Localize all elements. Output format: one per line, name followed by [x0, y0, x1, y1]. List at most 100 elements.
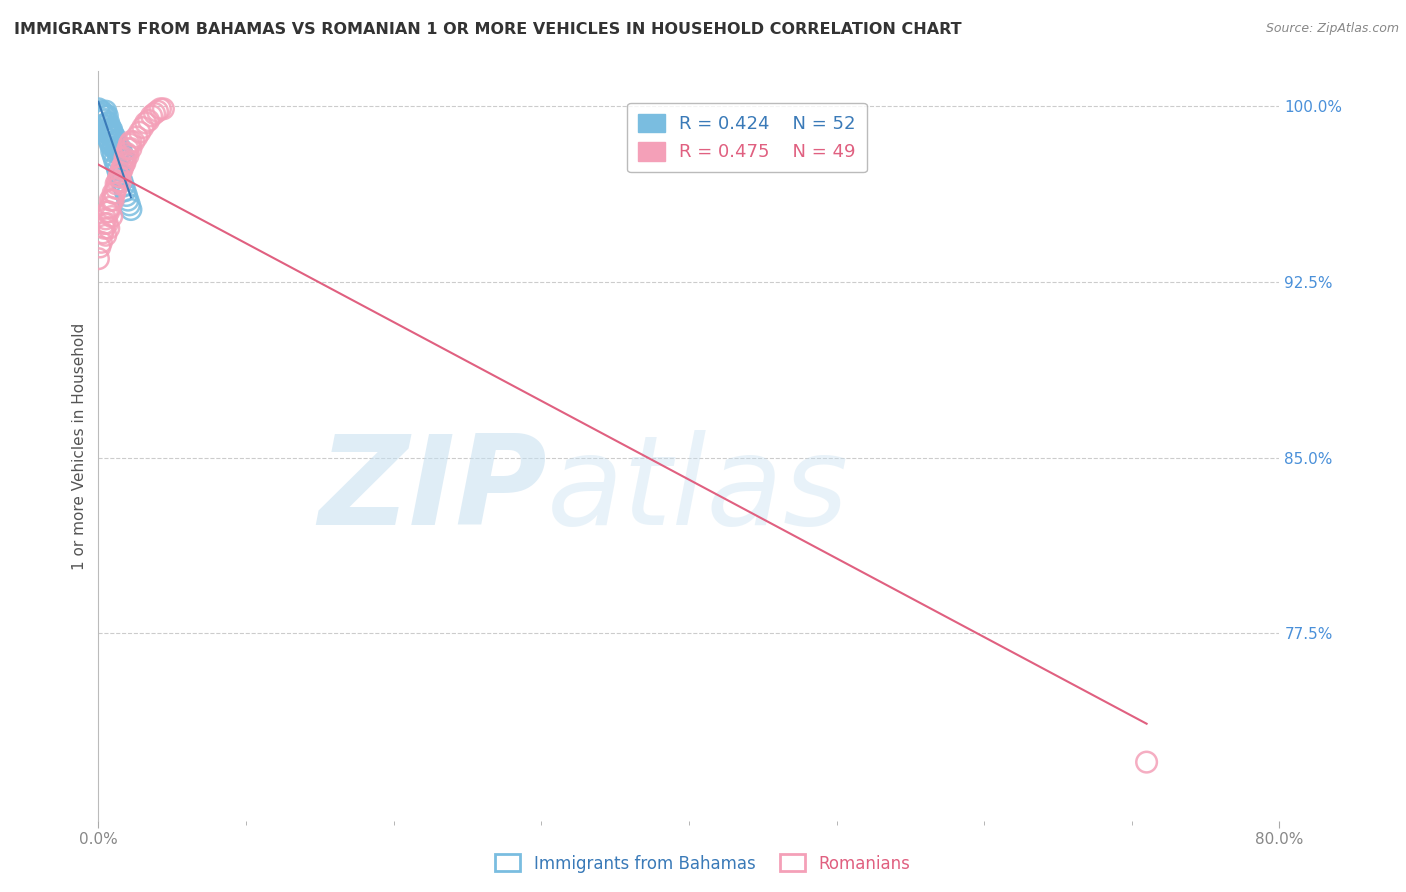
Point	[108, 169, 131, 184]
Legend: R = 0.424    N = 52, R = 0.475    N = 49: R = 0.424 N = 52, R = 0.475 N = 49	[627, 103, 868, 172]
Point	[120, 202, 142, 217]
Point	[120, 142, 142, 156]
Point	[91, 226, 114, 240]
Point	[108, 144, 131, 158]
Point	[107, 146, 129, 161]
Point	[97, 221, 120, 235]
Point	[132, 120, 155, 135]
Point	[103, 136, 125, 151]
Point	[135, 116, 157, 130]
Point	[94, 118, 117, 132]
Point	[105, 177, 128, 191]
Point	[111, 161, 134, 175]
Point	[97, 116, 120, 130]
Point	[112, 179, 135, 194]
Point	[120, 135, 142, 149]
Point	[98, 200, 121, 214]
Point	[103, 186, 125, 200]
Point	[143, 106, 166, 120]
Point	[110, 142, 132, 156]
Point	[105, 158, 128, 172]
Y-axis label: 1 or more Vehicles in Household: 1 or more Vehicles in Household	[72, 322, 87, 570]
Point	[108, 167, 131, 181]
Point	[105, 181, 128, 195]
Point	[91, 113, 114, 128]
Point	[141, 109, 163, 123]
Point	[90, 104, 112, 119]
Point	[96, 125, 118, 139]
Point	[110, 174, 132, 188]
Point	[111, 162, 134, 177]
Point	[114, 153, 136, 168]
Point	[103, 128, 125, 142]
Point	[93, 106, 115, 120]
Point	[125, 129, 148, 144]
Point	[96, 116, 118, 130]
Point	[112, 151, 135, 165]
Point	[100, 129, 122, 144]
Point	[94, 125, 117, 139]
Point	[98, 128, 121, 142]
Point	[108, 169, 131, 184]
Point	[105, 135, 128, 149]
Point	[96, 109, 118, 123]
Point	[98, 193, 121, 207]
Point	[94, 228, 117, 243]
Point	[112, 158, 135, 172]
Point	[117, 142, 139, 156]
Point	[110, 148, 132, 162]
Point	[100, 144, 122, 158]
Text: atlas: atlas	[547, 431, 849, 551]
Point	[89, 240, 111, 254]
Point	[107, 174, 129, 188]
Point	[146, 104, 169, 119]
Point	[97, 132, 120, 146]
Point	[97, 132, 120, 146]
Text: ZIP: ZIP	[319, 431, 547, 551]
Point	[104, 129, 127, 144]
Point	[115, 146, 138, 161]
Point	[90, 235, 112, 250]
Point	[89, 106, 111, 120]
Point	[87, 252, 110, 266]
Point	[97, 123, 120, 137]
Point	[1136, 755, 1159, 769]
Point	[103, 193, 125, 207]
Legend: Immigrants from Bahamas, Romanians: Immigrants from Bahamas, Romanians	[489, 847, 917, 880]
Point	[93, 221, 115, 235]
Point	[96, 204, 118, 219]
Point	[94, 211, 117, 226]
Point	[104, 153, 127, 168]
Point	[118, 136, 141, 151]
Point	[149, 102, 172, 116]
Point	[114, 155, 136, 169]
Point	[100, 123, 122, 137]
Point	[100, 210, 122, 224]
Text: IMMIGRANTS FROM BAHAMAS VS ROMANIAN 1 OR MORE VEHICLES IN HOUSEHOLD CORRELATION : IMMIGRANTS FROM BAHAMAS VS ROMANIAN 1 OR…	[14, 22, 962, 37]
Point	[96, 217, 118, 231]
Point	[100, 139, 122, 153]
Point	[87, 102, 110, 116]
Point	[107, 162, 129, 177]
Point	[93, 217, 115, 231]
Point	[98, 136, 121, 151]
Point	[104, 186, 127, 200]
Point	[128, 125, 150, 139]
Point	[114, 184, 136, 198]
Point	[91, 118, 114, 132]
Point	[117, 148, 139, 162]
Point	[94, 104, 117, 119]
Point	[107, 139, 129, 153]
Point	[105, 142, 128, 156]
Point	[90, 111, 112, 125]
Point	[114, 151, 136, 165]
Point	[117, 193, 139, 207]
Point	[98, 120, 121, 135]
Point	[115, 188, 138, 202]
Point	[93, 109, 115, 123]
Point	[103, 148, 125, 162]
Text: Source: ZipAtlas.com: Source: ZipAtlas.com	[1265, 22, 1399, 36]
Point	[138, 113, 160, 128]
Point	[111, 174, 134, 188]
Point	[122, 135, 145, 149]
